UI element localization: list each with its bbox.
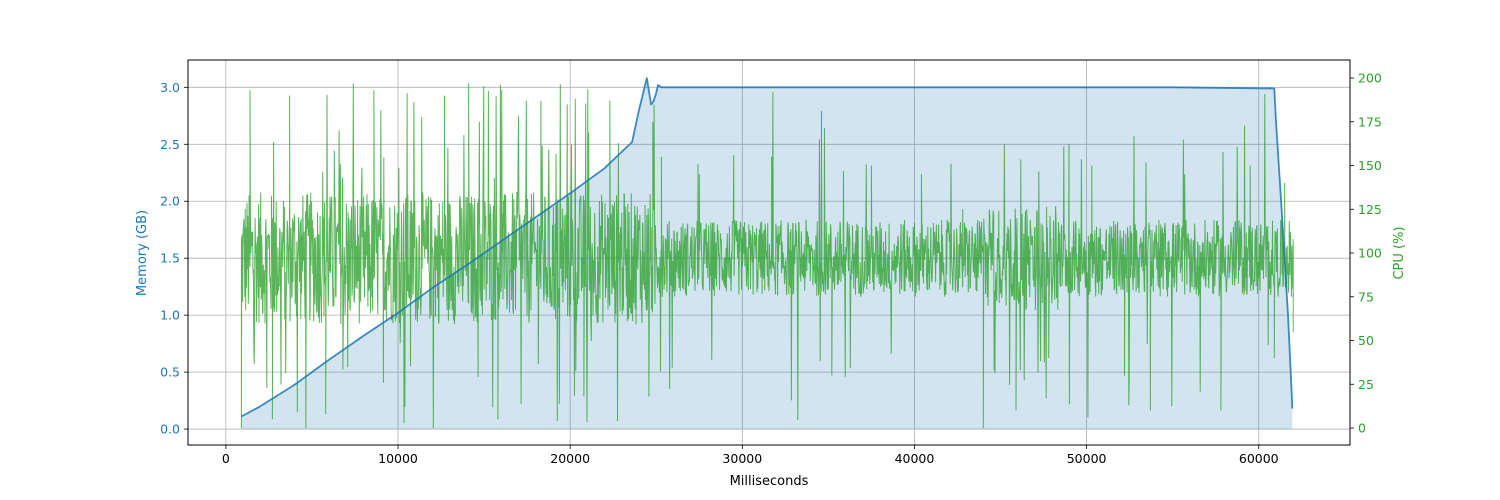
cpu-series <box>240 83 1294 429</box>
x-axis-ticks: 0 10000 20000 30000 40000 50000 60000 <box>222 445 1279 466</box>
left-axis-label: Memory (GB) <box>135 210 150 296</box>
left-tick-label: 3.0 <box>160 80 180 95</box>
x-tick-label: 10000 <box>378 451 418 466</box>
plot-frame <box>187 59 1351 446</box>
right-tick-label: 75 <box>1358 289 1374 304</box>
right-tick-label: 50 <box>1358 333 1374 348</box>
right-tick-label: 100 <box>1358 246 1382 261</box>
x-tick-label: 0 <box>222 451 230 466</box>
x-tick-label: 60000 <box>1239 451 1279 466</box>
left-tick-label: 1.0 <box>160 308 180 323</box>
x-axis-label: Milliseconds <box>730 474 809 489</box>
right-tick-label: 0 <box>1358 421 1366 436</box>
left-tick-label: 2.0 <box>160 194 180 209</box>
x-tick-label: 30000 <box>722 451 762 466</box>
cpu-line <box>240 83 1294 429</box>
right-tick-label: 150 <box>1358 158 1382 173</box>
right-tick-label: 125 <box>1358 202 1382 217</box>
right-axis-label: CPU (%) <box>1392 226 1407 279</box>
right-axis-ticks: 0 25 50 75 100 125 150 175 200 <box>1350 71 1382 436</box>
left-tick-label: 1.5 <box>160 251 180 266</box>
memory-series <box>240 77 1294 418</box>
x-tick-label: 20000 <box>550 451 590 466</box>
left-tick-label: 2.5 <box>160 137 180 152</box>
x-tick-label: 50000 <box>1067 451 1107 466</box>
memory-line <box>240 77 1294 418</box>
right-tick-label: 175 <box>1358 114 1382 129</box>
right-tick-label: 200 <box>1358 71 1382 86</box>
left-tick-label: 0.5 <box>160 365 180 380</box>
left-axis-ticks: 0.0 0.5 1.0 1.5 2.0 2.5 3.0 <box>160 80 188 437</box>
left-tick-label: 0.0 <box>160 422 180 437</box>
right-tick-label: 25 <box>1358 377 1374 392</box>
x-tick-label: 40000 <box>895 451 935 466</box>
